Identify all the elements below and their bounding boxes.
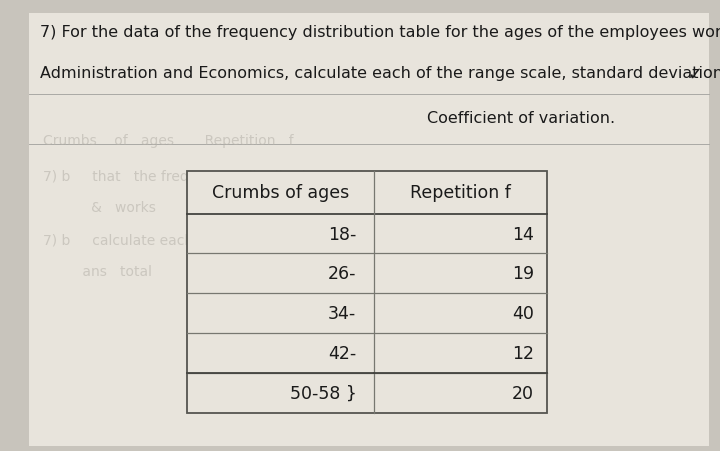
Text: 19: 19 [512, 265, 534, 283]
Text: 7) b     calculate each        of        the: 7) b calculate each of the [43, 233, 300, 247]
Text: Administration and Economics, calculate each of the range scale, standard deviat: Administration and Economics, calculate … [40, 65, 720, 80]
Text: 42-: 42- [328, 344, 356, 362]
Text: 34-: 34- [328, 304, 356, 322]
FancyBboxPatch shape [187, 171, 547, 413]
Text: Crumbs of ages: Crumbs of ages [212, 184, 349, 202]
Text: Coefficient of variation.: Coefficient of variation. [428, 110, 616, 125]
Text: ✓: ✓ [687, 65, 702, 83]
Text: 40: 40 [513, 304, 534, 322]
Text: 26-: 26- [328, 265, 356, 283]
Text: &   works       the   college   of: & works the college of [43, 201, 299, 215]
Text: 20: 20 [512, 384, 534, 402]
Text: 50-58 }: 50-58 } [289, 384, 356, 402]
Text: Repetition f: Repetition f [410, 184, 511, 202]
Text: 12: 12 [512, 344, 534, 362]
Text: Crumbs    of   ages       Repetition   f: Crumbs of ages Repetition f [43, 133, 294, 147]
Text: 7) For the data of the frequency distribution table for the ages of the employee: 7) For the data of the frequency distrib… [40, 25, 720, 40]
Text: 18-: 18- [328, 225, 356, 243]
Text: 14: 14 [513, 225, 534, 243]
FancyBboxPatch shape [29, 14, 709, 446]
Text: 7) b     that   the frequency   distribution   table: 7) b that the frequency distribution tab… [43, 170, 372, 184]
Text: ans   total: ans total [43, 264, 152, 278]
